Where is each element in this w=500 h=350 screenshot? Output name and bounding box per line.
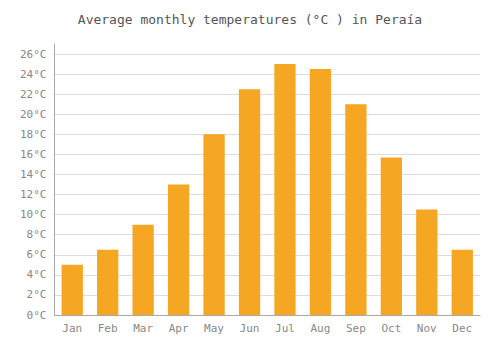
svg-text:Jul: Jul — [275, 322, 295, 335]
svg-text:0°C: 0°C — [27, 309, 47, 322]
svg-text:8°C: 8°C — [27, 228, 47, 241]
svg-text:Jun: Jun — [240, 322, 260, 335]
svg-text:2°C: 2°C — [27, 288, 47, 301]
svg-text:14°C: 14°C — [20, 168, 47, 181]
svg-text:20°C: 20°C — [20, 108, 47, 121]
svg-text:16°C: 16°C — [20, 148, 47, 161]
svg-text:Average monthly temperatures (: Average monthly temperatures (°C ) in Pe… — [78, 12, 422, 27]
svg-text:Oct: Oct — [381, 322, 401, 335]
svg-text:6°C: 6°C — [27, 248, 47, 261]
svg-text:18°C: 18°C — [20, 128, 47, 141]
svg-text:Sep: Sep — [346, 322, 366, 335]
svg-text:12°C: 12°C — [20, 188, 47, 201]
svg-text:Aug: Aug — [310, 322, 330, 335]
svg-text:May: May — [204, 322, 224, 335]
svg-text:Feb: Feb — [98, 322, 118, 335]
svg-text:10°C: 10°C — [20, 208, 47, 221]
svg-text:Apr: Apr — [169, 322, 189, 335]
svg-text:Mar: Mar — [133, 322, 153, 335]
svg-text:Dec: Dec — [452, 322, 472, 335]
svg-text:22°C: 22°C — [20, 88, 47, 101]
svg-text:Jan: Jan — [62, 322, 82, 335]
svg-text:4°C: 4°C — [27, 268, 47, 281]
svg-text:24°C: 24°C — [20, 68, 47, 81]
svg-text:Nov: Nov — [417, 322, 437, 335]
svg-text:26°C: 26°C — [20, 48, 47, 61]
